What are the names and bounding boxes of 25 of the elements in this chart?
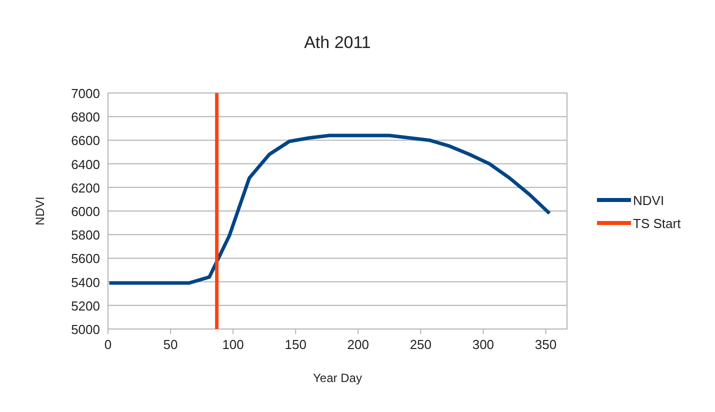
x-tick-label: 100 — [222, 337, 244, 352]
y-tick-label: 6400 — [71, 156, 100, 172]
x-axis-title: Year Day — [313, 371, 362, 385]
x-tick-label: 200 — [347, 337, 369, 352]
chart-title: Ath 2011 — [304, 33, 371, 52]
y-tick-label: 6000 — [71, 204, 100, 219]
y-tick-label: 6600 — [71, 133, 100, 148]
x-tick-label: 300 — [472, 337, 494, 352]
legend-label: NDVI — [633, 193, 664, 208]
y-tick-label: 7000 — [71, 86, 100, 101]
x-tick-label: 350 — [534, 337, 557, 352]
line-series — [108, 134, 552, 285]
y-tick-label: 6200 — [71, 180, 100, 196]
x-tick-label: 150 — [284, 337, 306, 352]
legend-label: TS Start — [633, 216, 682, 231]
x-tick-label: 250 — [410, 337, 432, 352]
x-tick-label: 0 — [104, 337, 112, 352]
x-tick-label: 50 — [163, 337, 178, 352]
y-tick-label: 5800 — [71, 228, 100, 243]
y-axis-title: NDVI — [33, 196, 47, 226]
y-tick-label: 6800 — [71, 110, 100, 125]
y-tick-label: 5600 — [71, 251, 100, 266]
y-tick-label: 5400 — [71, 274, 100, 290]
y-tick-label: 5000 — [71, 322, 100, 337]
y-tick-label: 5200 — [71, 298, 100, 314]
